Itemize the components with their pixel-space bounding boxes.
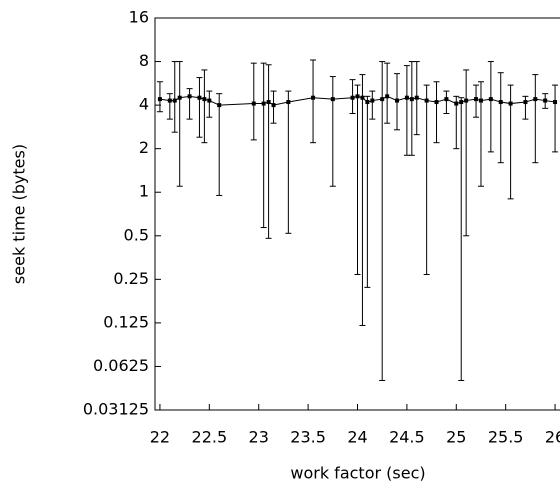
y-axis-label: seek time (bytes) <box>10 144 29 284</box>
point <box>261 101 266 106</box>
y-tick-label: 2 <box>139 138 149 157</box>
point <box>286 100 291 105</box>
x-tick-label: 22 <box>150 428 170 447</box>
point <box>360 95 365 100</box>
x-tick-label: 26 <box>545 428 560 447</box>
point <box>444 97 449 102</box>
point <box>350 95 355 100</box>
point <box>434 100 439 105</box>
x-tick-label: 22.5 <box>192 428 228 447</box>
x-tick-label: 24.5 <box>389 428 425 447</box>
y-tick-label: 0.25 <box>113 269 149 288</box>
point <box>424 98 429 103</box>
point <box>543 98 548 103</box>
point <box>508 101 513 106</box>
plot-frame <box>154 17 560 411</box>
point <box>404 95 409 100</box>
y-tick-label: 4 <box>139 95 149 114</box>
point <box>187 94 192 99</box>
point <box>488 97 493 102</box>
point <box>474 97 479 102</box>
point <box>553 100 558 105</box>
point <box>330 97 335 102</box>
y-tick-label: 0.0625 <box>93 356 149 375</box>
point <box>271 103 276 108</box>
point <box>172 98 177 103</box>
y-tick-label: 0.125 <box>103 312 149 331</box>
x-tick-label: 25.5 <box>488 428 524 447</box>
point <box>177 95 182 100</box>
point <box>197 95 202 100</box>
point <box>157 97 162 102</box>
point <box>355 94 360 99</box>
point <box>464 98 469 103</box>
y-tick-label: 0.5 <box>124 225 149 244</box>
x-tick-label: 25 <box>446 428 466 447</box>
x-axis-label: work factor (sec) <box>290 464 425 483</box>
y-tick-label: 8 <box>139 51 149 70</box>
y-tick-label: 16 <box>129 8 149 27</box>
point <box>380 97 385 102</box>
point <box>533 97 538 102</box>
point <box>167 98 172 103</box>
point <box>207 98 212 103</box>
point <box>459 100 464 105</box>
point <box>523 100 528 105</box>
point <box>365 100 370 105</box>
point <box>409 97 414 102</box>
point <box>414 95 419 100</box>
x-tick-label: 23 <box>249 428 269 447</box>
point <box>266 100 271 105</box>
point <box>217 103 222 108</box>
point <box>454 101 459 106</box>
point <box>202 97 207 102</box>
x-tick-label: 23.5 <box>290 428 326 447</box>
point <box>251 101 256 106</box>
point <box>370 98 375 103</box>
y-tick-label: 0.03125 <box>83 400 149 419</box>
point <box>395 98 400 103</box>
y-tick-label: 1 <box>139 182 149 201</box>
point <box>385 94 390 99</box>
point <box>498 100 503 105</box>
point <box>478 98 483 103</box>
x-tick-label: 24 <box>347 428 367 447</box>
point <box>311 95 316 100</box>
